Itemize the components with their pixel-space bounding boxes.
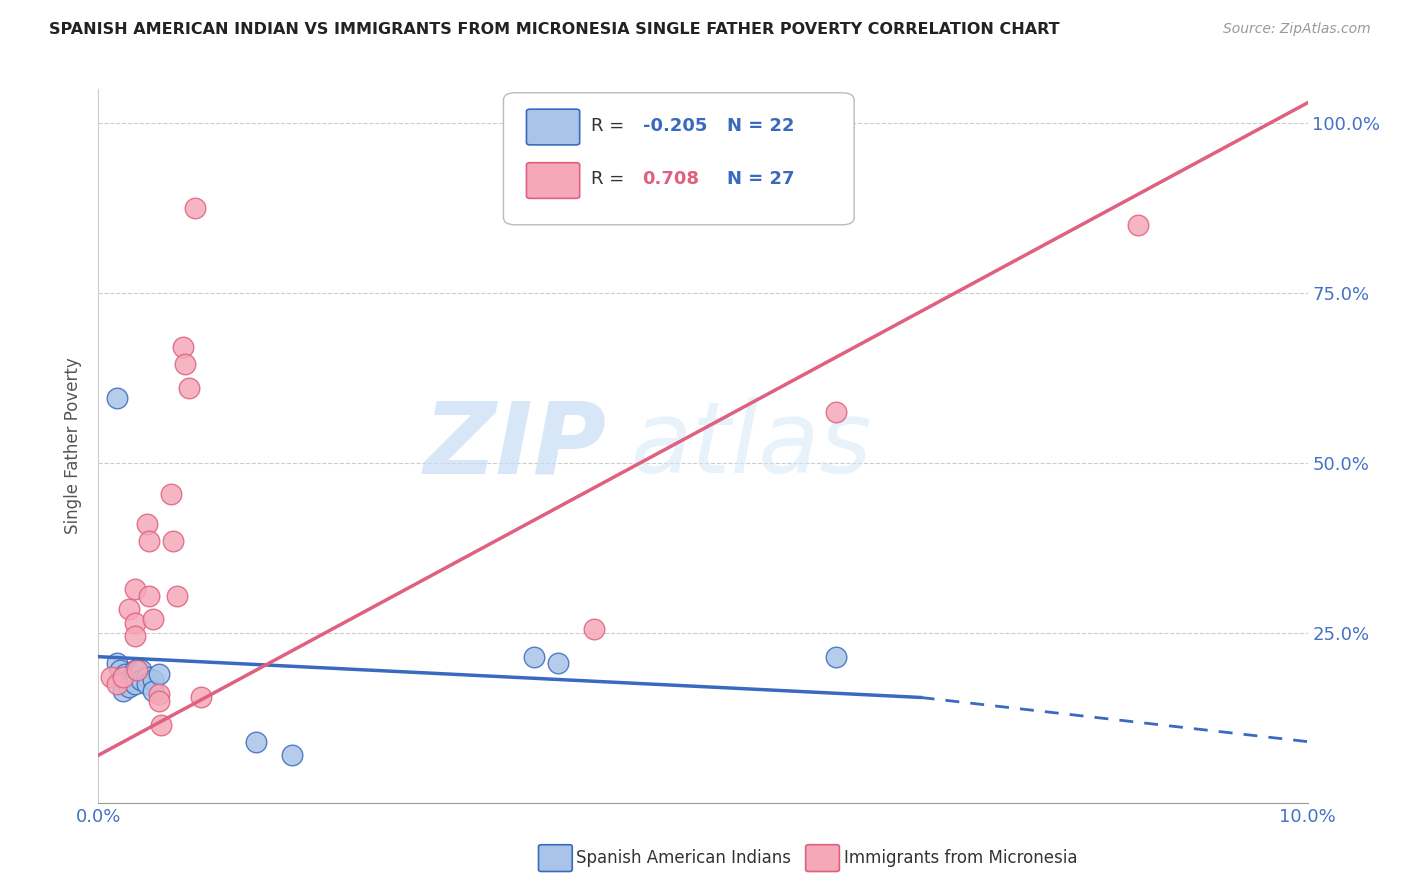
- Point: [148, 687, 170, 701]
- Point: [114, 666, 136, 681]
- Point: [583, 623, 606, 637]
- Point: [547, 657, 569, 671]
- Text: SPANISH AMERICAN INDIAN VS IMMIGRANTS FROM MICRONESIA SINGLE FATHER POVERTY CORR: SPANISH AMERICAN INDIAN VS IMMIGRANTS FR…: [49, 22, 1060, 37]
- Point: [124, 629, 146, 643]
- Point: [571, 112, 593, 127]
- Text: N = 27: N = 27: [727, 170, 794, 188]
- Point: [281, 748, 304, 763]
- Point: [142, 612, 165, 626]
- Text: -0.205: -0.205: [643, 117, 707, 135]
- Point: [124, 677, 146, 691]
- Point: [118, 680, 141, 694]
- Point: [118, 673, 141, 688]
- Point: [692, 201, 714, 215]
- FancyBboxPatch shape: [503, 93, 855, 225]
- Point: [129, 673, 152, 688]
- Point: [108, 663, 131, 677]
- Point: [105, 657, 128, 671]
- Point: [825, 405, 848, 419]
- Point: [148, 694, 170, 708]
- Point: [129, 663, 152, 677]
- Point: [111, 670, 134, 684]
- FancyBboxPatch shape: [526, 109, 579, 145]
- Point: [166, 589, 188, 603]
- Point: [150, 717, 173, 731]
- Text: Spanish American Indians: Spanish American Indians: [576, 849, 792, 867]
- FancyBboxPatch shape: [526, 162, 579, 198]
- Point: [179, 381, 201, 395]
- Point: [100, 670, 122, 684]
- Point: [124, 615, 146, 630]
- Point: [135, 517, 157, 532]
- Point: [162, 534, 184, 549]
- Text: Source: ZipAtlas.com: Source: ZipAtlas.com: [1223, 22, 1371, 37]
- Point: [118, 602, 141, 616]
- Point: [135, 670, 157, 684]
- Point: [142, 673, 165, 688]
- Text: 0.708: 0.708: [643, 170, 700, 188]
- Point: [124, 582, 146, 596]
- Point: [825, 649, 848, 664]
- Point: [160, 486, 183, 500]
- Point: [1128, 218, 1150, 232]
- Point: [138, 534, 160, 549]
- Point: [138, 589, 160, 603]
- Point: [111, 677, 134, 691]
- Point: [124, 663, 146, 677]
- Point: [245, 734, 267, 748]
- Point: [142, 683, 165, 698]
- Text: ZIP: ZIP: [423, 398, 606, 494]
- Point: [127, 663, 149, 677]
- Text: atlas: atlas: [630, 398, 872, 494]
- Text: N = 22: N = 22: [727, 117, 794, 135]
- Y-axis label: Single Father Poverty: Single Father Poverty: [65, 358, 83, 534]
- Point: [105, 392, 128, 406]
- Point: [172, 341, 194, 355]
- Point: [111, 683, 134, 698]
- Text: R =: R =: [591, 117, 630, 135]
- Point: [124, 670, 146, 684]
- Point: [105, 677, 128, 691]
- Text: R =: R =: [591, 170, 630, 188]
- Point: [174, 358, 197, 372]
- Text: Immigrants from Micronesia: Immigrants from Micronesia: [844, 849, 1077, 867]
- Point: [523, 649, 546, 664]
- Point: [135, 677, 157, 691]
- Point: [148, 666, 170, 681]
- Point: [184, 201, 207, 215]
- Point: [190, 690, 212, 705]
- Point: [111, 670, 134, 684]
